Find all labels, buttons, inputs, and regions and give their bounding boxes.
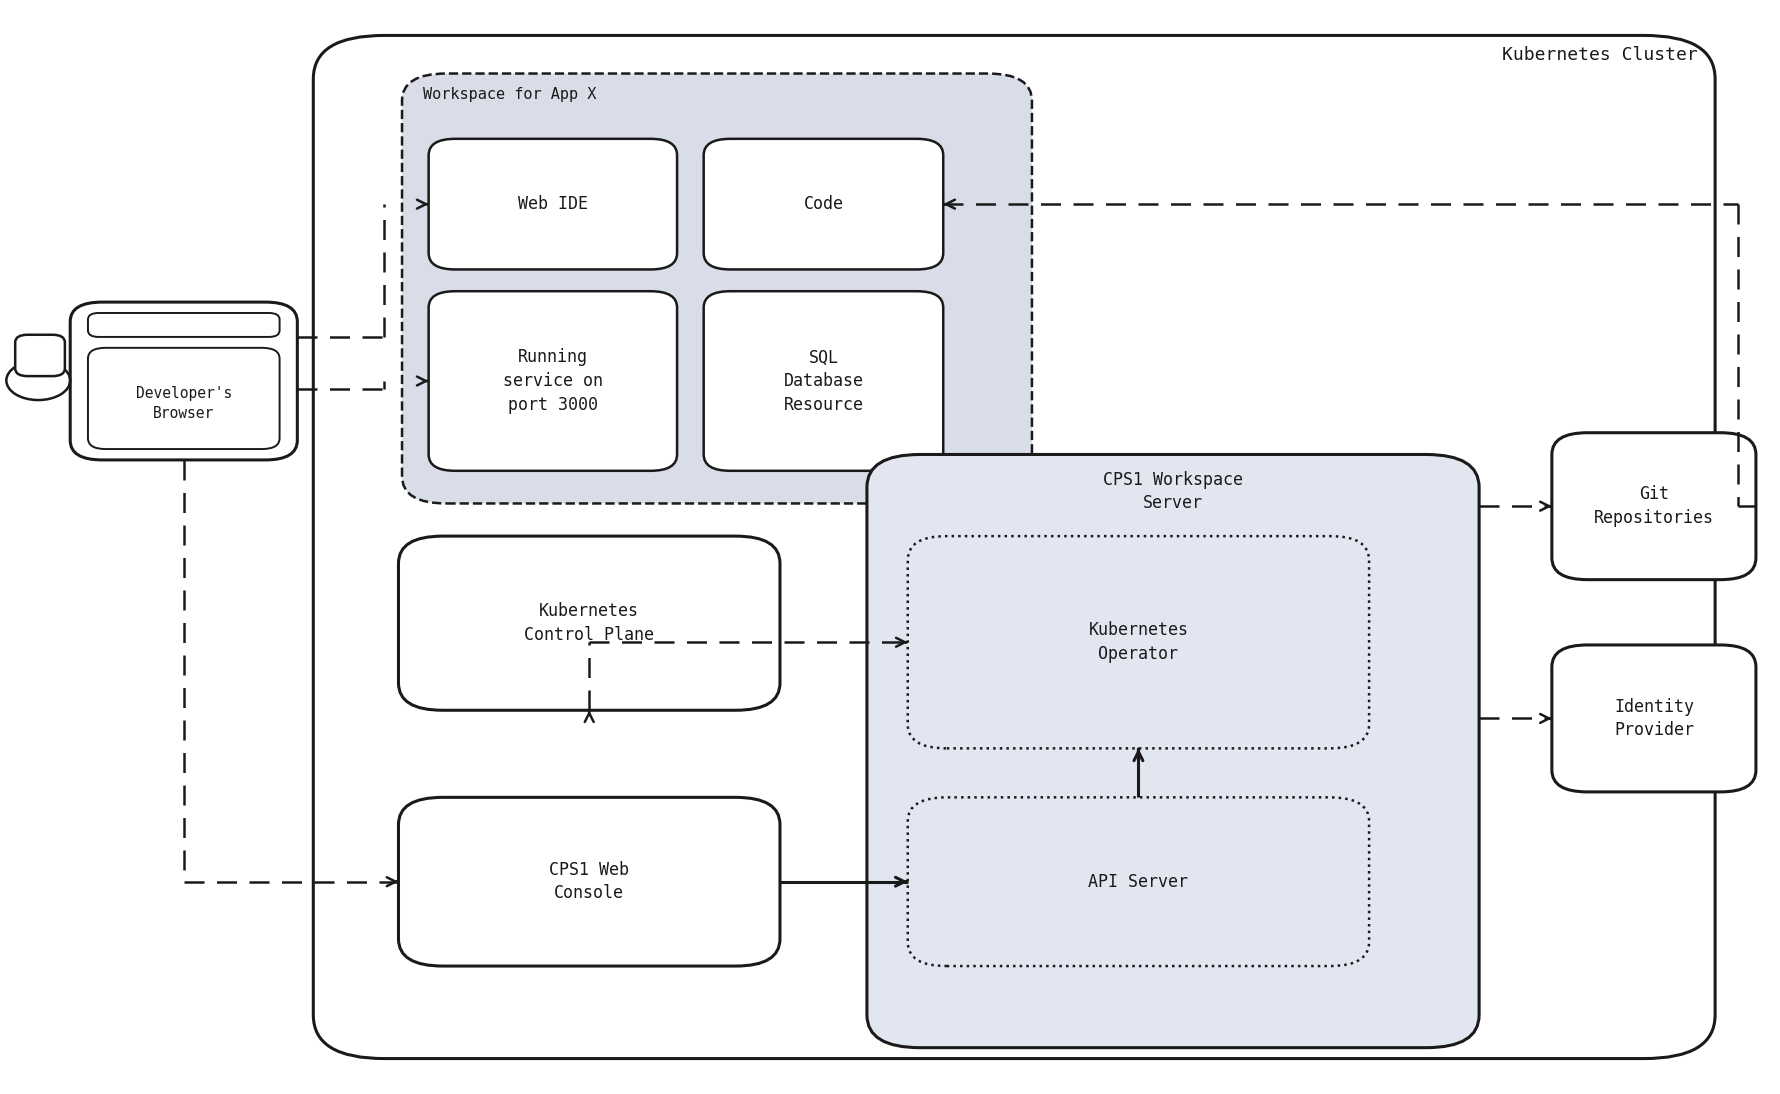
FancyBboxPatch shape xyxy=(399,798,780,966)
FancyBboxPatch shape xyxy=(1552,645,1755,792)
FancyBboxPatch shape xyxy=(908,798,1369,966)
FancyBboxPatch shape xyxy=(87,313,279,337)
FancyBboxPatch shape xyxy=(313,35,1716,1059)
Text: CPS1 Workspace
Server: CPS1 Workspace Server xyxy=(1104,470,1242,512)
FancyBboxPatch shape xyxy=(1552,433,1755,580)
Text: Running
service on
port 3000: Running service on port 3000 xyxy=(504,348,603,414)
Text: Identity
Provider: Identity Provider xyxy=(1614,698,1695,740)
Text: API Server: API Server xyxy=(1088,873,1189,891)
Text: Code: Code xyxy=(803,195,844,213)
Text: CPS1 Web
Console: CPS1 Web Console xyxy=(550,861,630,903)
FancyBboxPatch shape xyxy=(429,139,676,269)
Text: Developer's
Browser: Developer's Browser xyxy=(135,386,231,420)
Text: Kubernetes
Operator: Kubernetes Operator xyxy=(1088,621,1189,663)
FancyBboxPatch shape xyxy=(399,536,780,710)
FancyBboxPatch shape xyxy=(69,302,297,459)
FancyBboxPatch shape xyxy=(87,348,279,449)
Text: Kubernetes
Control Plane: Kubernetes Control Plane xyxy=(525,603,655,644)
FancyBboxPatch shape xyxy=(867,454,1479,1048)
FancyBboxPatch shape xyxy=(429,291,676,470)
Text: SQL
Database
Resource: SQL Database Resource xyxy=(783,348,863,414)
FancyBboxPatch shape xyxy=(703,139,943,269)
Text: Workspace for App X: Workspace for App X xyxy=(424,86,596,102)
FancyBboxPatch shape xyxy=(908,536,1369,748)
FancyBboxPatch shape xyxy=(402,73,1032,503)
FancyBboxPatch shape xyxy=(16,335,64,376)
Text: Web IDE: Web IDE xyxy=(518,195,587,213)
Text: Git
Repositories: Git Repositories xyxy=(1593,486,1714,527)
FancyBboxPatch shape xyxy=(703,291,943,470)
Text: Kubernetes Cluster: Kubernetes Cluster xyxy=(1502,46,1698,65)
